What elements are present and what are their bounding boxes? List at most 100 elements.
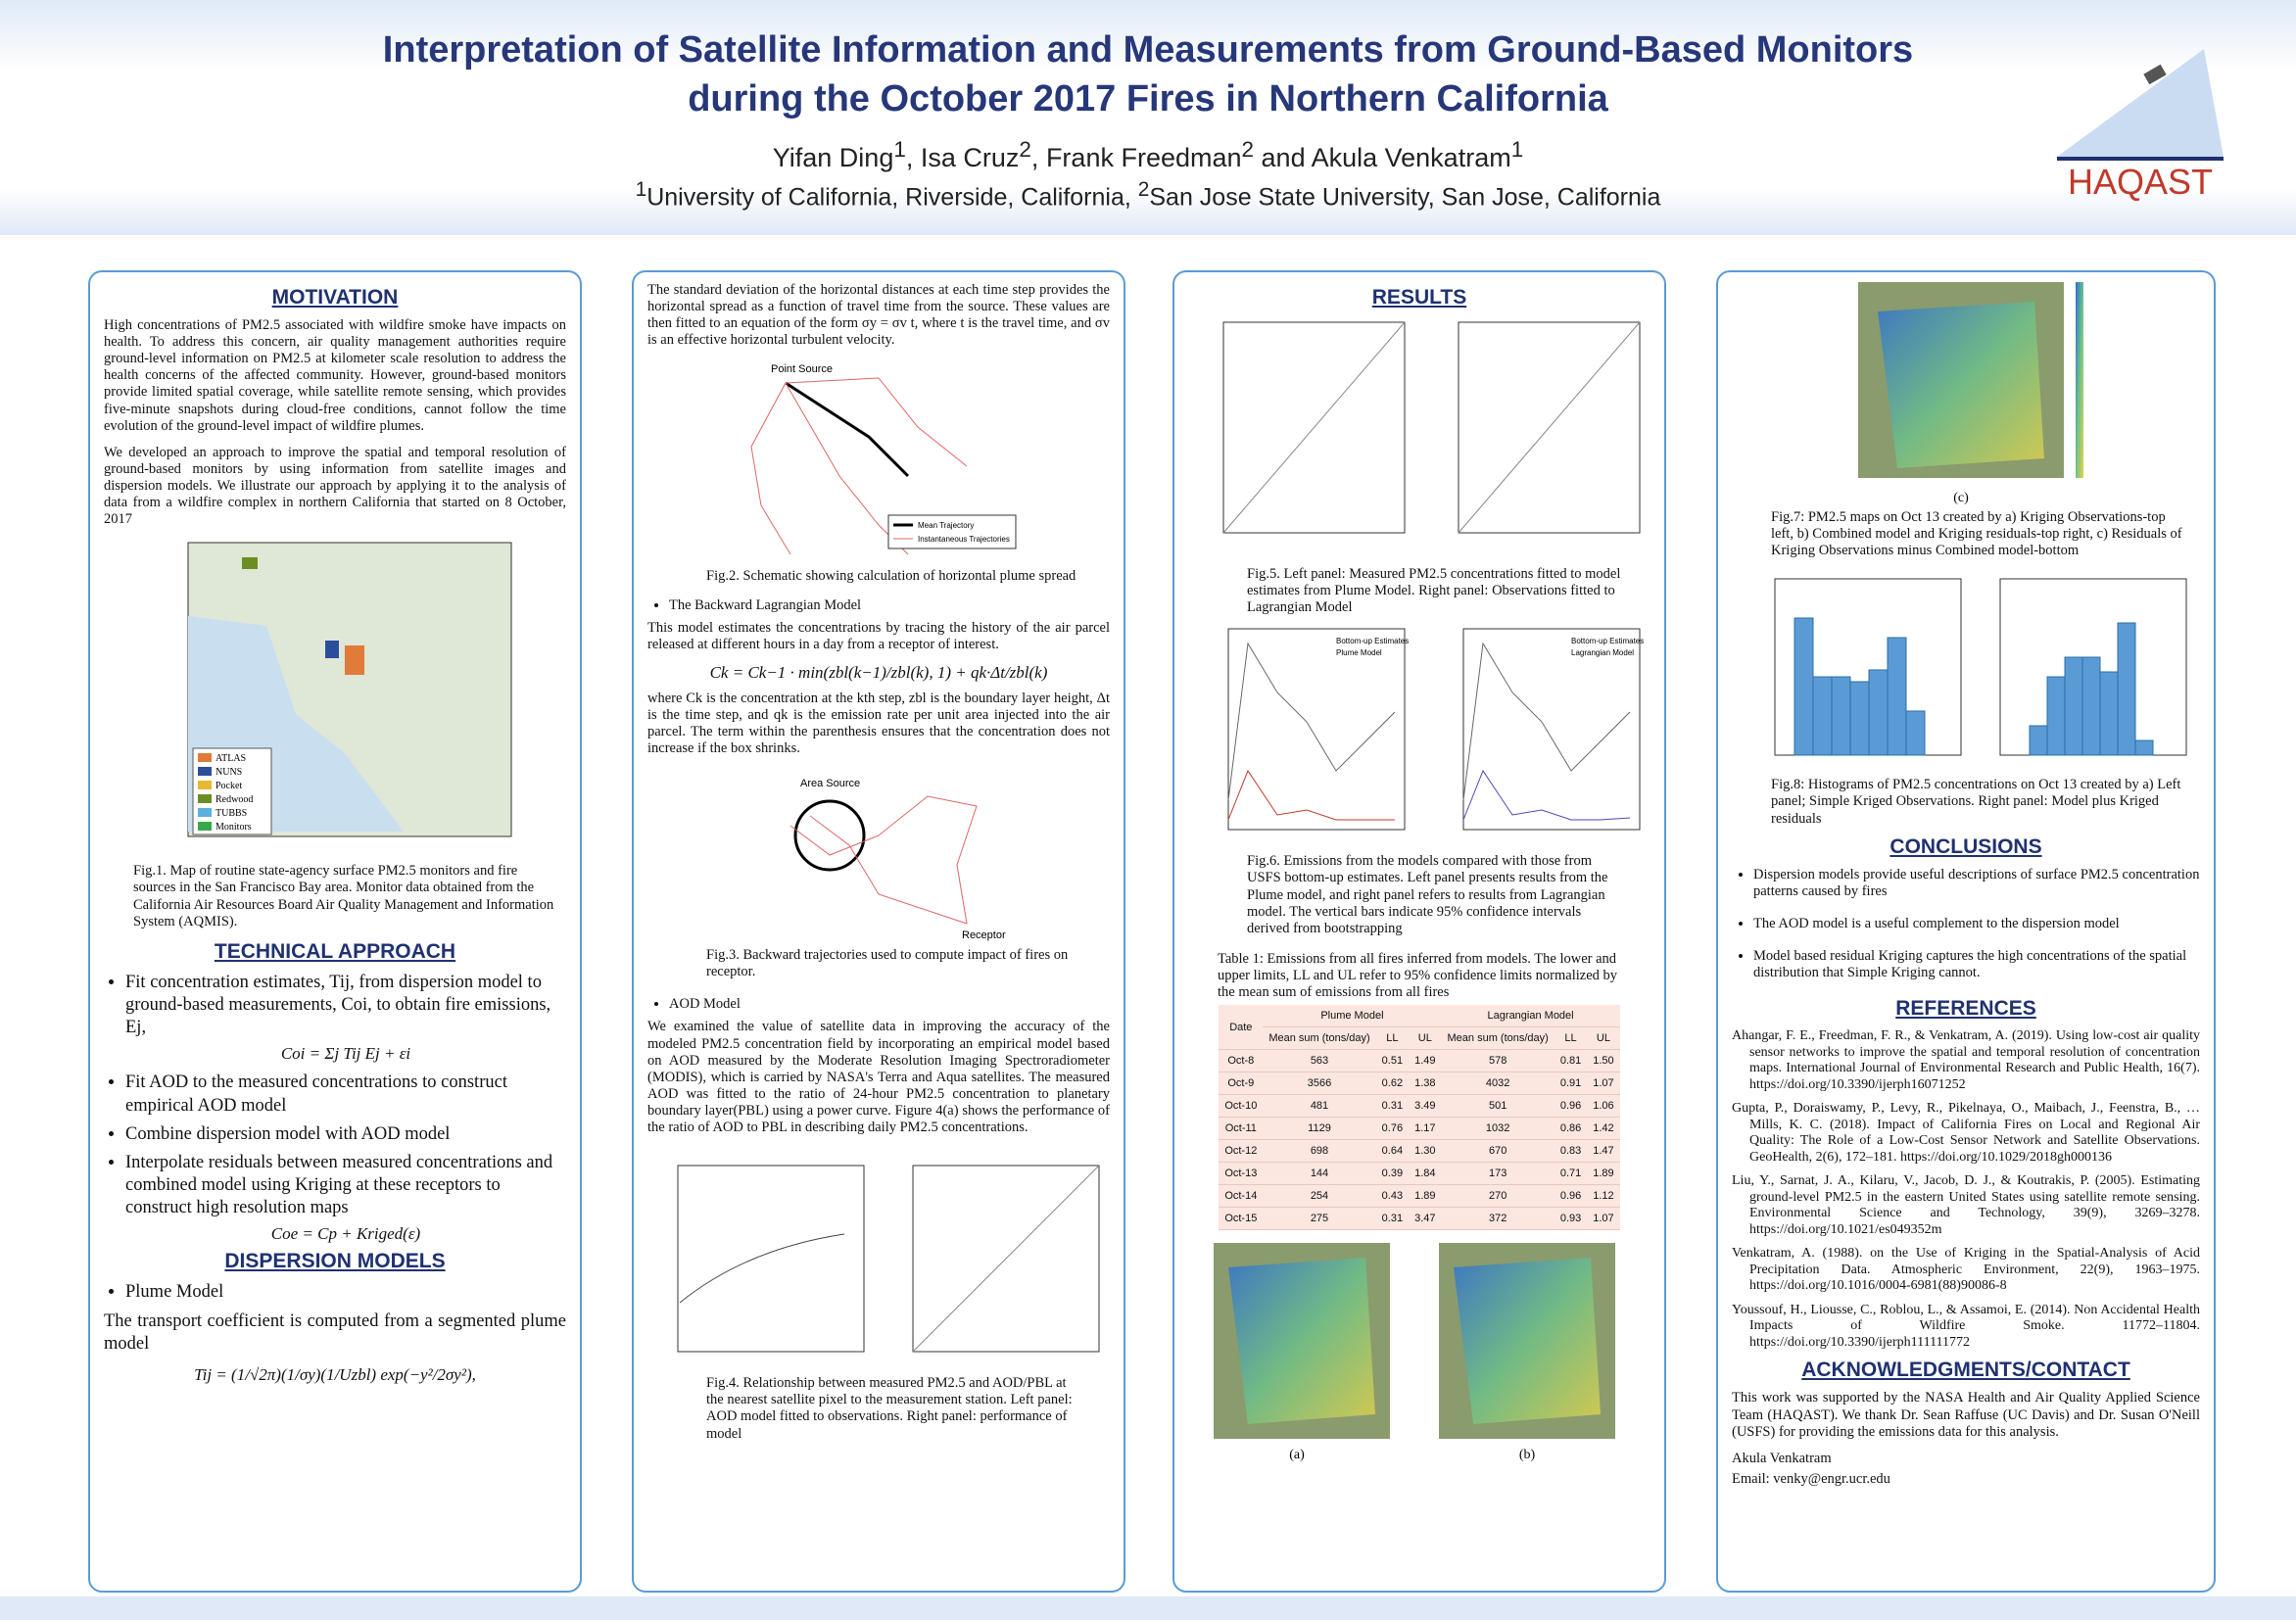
- separator: ,: [905, 143, 921, 172]
- contact-name: Akula Venkatram: [1732, 1450, 1832, 1466]
- cell: 481: [1263, 1094, 1376, 1119]
- cell: 1.17: [1409, 1117, 1442, 1141]
- legend-box: [192, 747, 272, 835]
- table-row: Oct-14 254 0.43 1.89 270 0.96 1.12: [1219, 1184, 1620, 1209]
- legend-box: [887, 514, 1017, 549]
- equation: Coe = Cp + Kriged(ε): [270, 1224, 421, 1244]
- affiliation: San Jose State University, San Jose, Cal…: [1149, 183, 1661, 212]
- plot-frame: [677, 1165, 865, 1353]
- histogram-bar: [1868, 669, 1889, 756]
- cell: 578: [1441, 1049, 1555, 1073]
- histogram-bar: [1831, 676, 1851, 756]
- table: Date Plume Model Lagrangian Model Mean sum …: [1219, 1005, 1620, 1231]
- panel-label: (a): [1289, 1448, 1305, 1462]
- cell: 144: [1263, 1162, 1376, 1186]
- cell: 3.49: [1409, 1094, 1442, 1119]
- equation: Coi = Σj Tij Ej + εi: [280, 1044, 411, 1064]
- label: Point Source: [771, 363, 833, 375]
- legend-label: Bottom-up Estimates: [1336, 637, 1409, 645]
- affiliations: 1University of California, Riverside, Ca…: [0, 178, 2296, 212]
- histograms: [1774, 578, 2187, 756]
- histogram-bar: [1905, 710, 1926, 756]
- caption: Fig.8: Histograms of PM2.5 concentration…: [1771, 777, 2181, 827]
- caption: Fig.1. Map of routine state-agency surfa…: [133, 863, 554, 929]
- table-header: Date Plume Model Lagrangian Model: [1219, 1005, 1620, 1051]
- map-overlay: [1878, 302, 2044, 468]
- separator: ,: [1030, 143, 1046, 172]
- cell: 4032: [1441, 1072, 1555, 1096]
- header-cell: LL: [1554, 1026, 1588, 1051]
- heading: MOTIVATION: [271, 286, 399, 309]
- map-overlay: [1454, 1258, 1601, 1425]
- panel-label: (b): [1519, 1448, 1536, 1462]
- line: [1462, 770, 1631, 821]
- map-figure: ATLAS NUNS Pocket Redwood TUBBS Monitors: [187, 542, 512, 837]
- legend-swatch: [198, 767, 212, 777]
- author-name: Akula Venkatram: [1311, 143, 1511, 172]
- cell: 0.91: [1554, 1072, 1588, 1096]
- map-figure: (c): [1858, 282, 2083, 505]
- header-cell: Mean sum (tons/day): [1441, 1026, 1555, 1051]
- author-sup: 2: [1019, 137, 1031, 162]
- logo-rule: [2057, 157, 2224, 161]
- cell: 0.31: [1375, 1207, 1410, 1231]
- fit-curve: [679, 1233, 845, 1304]
- caption: Fig.3. Backward trajectories used to com…: [706, 947, 1069, 980]
- legend-label: Plume Model: [1336, 648, 1382, 657]
- cell: 0.93: [1554, 1207, 1588, 1231]
- label: Area Source: [800, 778, 860, 789]
- table-row: Oct-15 275 0.31 3.47 372 0.93 1.07: [1219, 1207, 1620, 1231]
- header-cell: Plume Model: [1263, 1005, 1442, 1028]
- label: Receptor: [962, 929, 1006, 941]
- header-cell: Lagrangian Model: [1441, 1005, 1620, 1028]
- cell: 254: [1263, 1184, 1376, 1209]
- cell: 0.96: [1554, 1094, 1588, 1119]
- affiliation-sup: 2: [1137, 178, 1150, 201]
- cell: Oct-11: [1219, 1117, 1264, 1141]
- logo-shape: [2057, 49, 2224, 157]
- table-row: Oct-12 698 0.64 1.30 670 0.83 1.47: [1219, 1139, 1620, 1164]
- legend-label: Mean Trajectory: [918, 521, 974, 530]
- table-row: Oct-13 144 0.39 1.84 173 0.71 1.89: [1219, 1162, 1620, 1186]
- fire-area: [242, 557, 258, 570]
- cell: 1.06: [1587, 1094, 1620, 1119]
- heading: CONCLUSIONS: [1889, 834, 2042, 858]
- trajectory: [785, 377, 968, 467]
- cell: Oct-14: [1219, 1184, 1264, 1209]
- satellite-icon: [2143, 64, 2167, 85]
- legend-swatch: [198, 753, 212, 763]
- histogram-bar: [2064, 656, 2083, 756]
- cell: 1032: [1441, 1117, 1555, 1141]
- cell: 698: [1263, 1139, 1376, 1164]
- histogram-bar: [2117, 622, 2136, 756]
- cell: 670: [1441, 1139, 1555, 1164]
- caption: Fig.2. Schematic showing calculation of …: [706, 568, 1076, 585]
- paragraph: We examined the value of satellite data …: [647, 1019, 1110, 1136]
- schematic: Area Source Receptor: [789, 778, 1006, 941]
- plot-frame: [1462, 628, 1641, 831]
- scatter-figures: [1222, 321, 1641, 534]
- heading: TECHNICAL APPROACH: [214, 939, 456, 963]
- bullet: Fit concentration estimates, Tij, from d…: [125, 972, 566, 1065]
- column: (c) Fig.7: PM2.5 maps on Oct 13 created …: [1716, 270, 2216, 1593]
- fire-area: [325, 641, 339, 659]
- cell: 1.07: [1587, 1207, 1620, 1231]
- trajectory: [789, 795, 978, 925]
- column: The standard deviation of the horizontal…: [632, 270, 1125, 1593]
- author-sup: 1: [1510, 137, 1524, 162]
- line: [1227, 770, 1395, 821]
- cell: 0.86: [1554, 1117, 1588, 1141]
- paragraph: We developed an approach to improve the …: [104, 444, 566, 528]
- histogram-bar: [1794, 617, 1814, 756]
- bullet: Plume Model: [125, 1281, 566, 1304]
- histogram-bar: [2134, 739, 2154, 756]
- cell: Oct-9: [1219, 1072, 1264, 1096]
- table-row: Oct-10 481 0.31 3.49 501 0.96 1.06: [1219, 1094, 1620, 1119]
- histogram-bar: [2046, 676, 2066, 756]
- histogram-bar: [2099, 671, 2119, 756]
- cell: 173: [1441, 1162, 1555, 1186]
- paragraph: High concentrations of PM2.5 associated …: [104, 317, 566, 434]
- bullet: Combine dispersion model with AOD model: [125, 1123, 566, 1146]
- caption: Fig.7: PM2.5 maps on Oct 13 created by a…: [1771, 509, 2182, 559]
